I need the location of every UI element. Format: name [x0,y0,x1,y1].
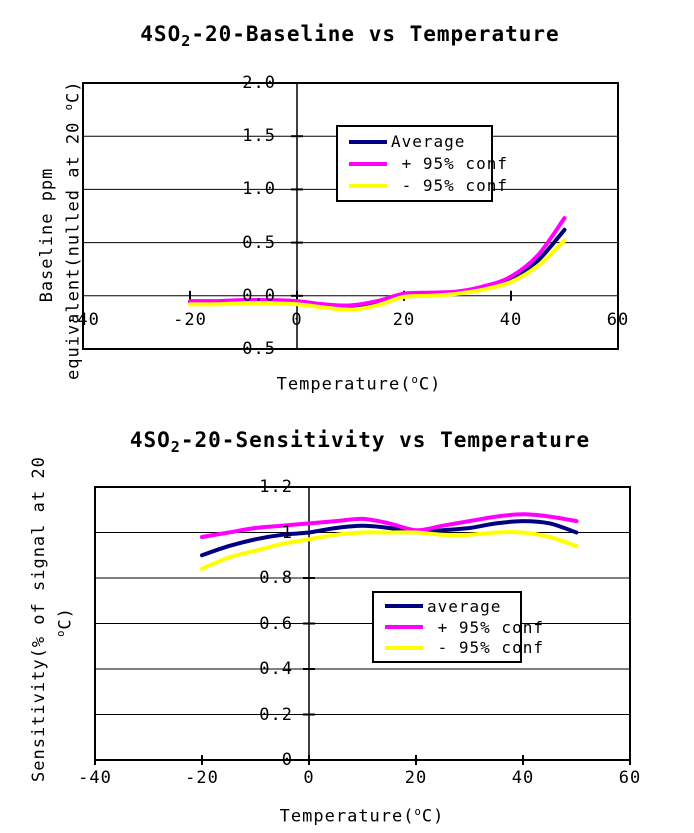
y-tick-label: 0.5 [242,232,276,253]
x-tick-label: 60 [618,768,642,788]
y-axis-title-line1: Baseline ppm [37,167,57,303]
series-line-average [200,519,579,558]
legend-line-swatch [385,645,423,650]
x-tick-label: -20 [185,768,219,788]
legend-line-swatch [385,604,423,609]
legend-line-swatch [349,183,387,188]
legend-label: + 95% conf [391,154,508,173]
x-tick-label: 20 [392,310,416,330]
series-line--95-conf [188,216,567,308]
legend-label: Average [391,132,466,151]
degree-superscript: o [63,103,75,111]
plot-border [94,486,631,761]
x-tick-label: -40 [66,310,100,330]
plot-border [82,82,619,350]
y-tick-label: 0.6 [259,613,293,634]
degree-superscript: o [414,806,422,818]
degree-superscript: o [411,374,419,386]
series-line--95-conf [200,512,579,539]
legend-entry: - 95% conf [385,638,543,657]
legend-label: + 95% conf [427,617,544,637]
baseline-x-axis-title: Temperature(oC) [276,374,442,395]
legend: average + 95% conf - 95% conf [372,591,543,663]
y-tick-label: 0.4 [259,659,293,679]
x-tick-label: 20 [404,768,428,788]
legend-label: average [427,596,502,616]
x-tick-label: 40 [499,310,523,330]
baseline-plot-area [82,82,619,350]
legend-entry: Average [349,132,491,151]
baseline-y-axis-title: Baseline ppm equivalent(nulled at 20 oC) [36,81,84,380]
x-tick-label: 40 [511,768,535,788]
legend-line-swatch [349,139,387,144]
y-tick-label: 0.2 [259,704,293,725]
sensitivity-plot-area [94,486,631,765]
sensitivity-x-axis-title: Temperature(oC) [279,806,445,827]
legend-entry: + 95% conf [385,618,543,637]
legend-line-swatch [349,161,387,166]
y-axis-title-line1: Sensitivity(% of signal at 20 [29,456,49,782]
legend-line-swatch [385,625,423,629]
title-text: 4SO [129,428,171,452]
legend-entry: + 95% conf [349,154,507,173]
x-tick-label: -20 [173,310,207,330]
x-tick-label: 60 [606,310,630,330]
title-text: -20-Sensitivity vs Temperature [180,428,591,452]
y-tick-label: 0.0 [242,285,276,306]
title-text: -20-Baseline vs Temperature [191,22,560,46]
legend-label: - 95% conf [391,176,508,195]
y-tick-label: 0 [281,750,293,770]
sensitivity-chart-title: 4SO2-20-Sensitivity vs Temperature [60,428,660,456]
x-tick-label: 0 [291,310,303,330]
baseline-chart-title: 4SO2-20-Baseline vs Temperature [50,22,650,50]
series-line--95-conf [200,530,579,571]
legend-entry: - 95% conf [349,176,507,195]
y-tick-label: 1.2 [259,477,293,497]
y-axis-title-line2: oC) [55,607,76,637]
legend: Average + 95% conf - 95% conf [336,125,507,202]
title-subscript: 2 [170,438,181,457]
y-tick-label: 0.8 [259,568,293,588]
title-subscript: 2 [181,32,192,51]
x-tick-label: 0 [303,768,315,788]
title-text: 4SO [140,22,182,46]
legend-label: - 95% conf [427,638,544,658]
y-tick-label: 0.5 [242,339,276,359]
degree-superscript: o [55,629,67,637]
series-line--95-conf [188,238,567,312]
sensitivity-y-axis-title: Sensitivity(% of signal at 20 oC) [28,456,76,782]
y-axis-title-line2: equivalent(nulled at 20 oC) [63,80,84,380]
y-tick-label: 1 [281,522,293,543]
y-tick-label: 2.0 [242,73,276,93]
y-tick-label: 1.5 [242,126,276,147]
y-tick-label: 1.0 [242,179,276,200]
x-tick-label: -40 [78,768,112,788]
legend-entry: average [385,597,520,616]
